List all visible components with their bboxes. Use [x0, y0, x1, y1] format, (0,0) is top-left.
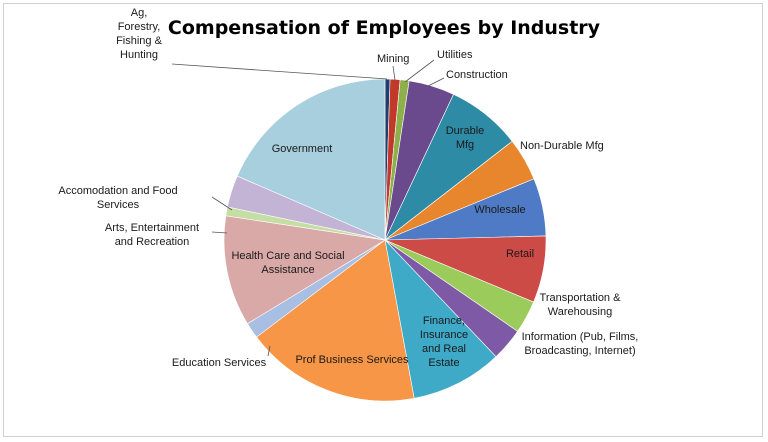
label-retail: Retail: [506, 248, 534, 260]
label-accom: Accomodation and Food Services: [58, 185, 177, 211]
label-wholesale: Wholesale: [474, 204, 525, 216]
leader-line-ag: [171, 63, 388, 80]
slice-labels: Ag, Forestry, Fishing & Hunting Mining Util…: [58, 7, 638, 369]
label-construction: Construction: [446, 69, 508, 81]
leader-line-education: [267, 345, 271, 357]
label-transport: Transportation & Warehousing: [540, 292, 622, 318]
label-nondurable: Non-Durable Mfg: [520, 140, 604, 152]
pie-slices: [223, 78, 547, 402]
label-government: Government: [272, 143, 333, 155]
label-health: Health Care and Social Assistance: [231, 250, 344, 276]
leader-line-utilities: [404, 59, 435, 83]
chart-title: Compensation of Employees by Industry: [168, 17, 601, 39]
label-ag: Ag, Forestry, Fishing & Hunting: [116, 7, 163, 61]
label-prof: Prof Business Services: [295, 354, 409, 366]
pie-slice-10: [384, 239, 497, 399]
leader-line-mining: [392, 65, 396, 81]
pie-slice-13: [223, 215, 386, 325]
label-finance: Finance, Insurance and Real Estate: [420, 315, 468, 369]
label-mining: Mining: [377, 53, 409, 65]
label-arts: Arts, Entertainment and Recreation: [105, 222, 199, 248]
leader-lines: [171, 59, 445, 357]
pie-slice-11: [256, 239, 415, 402]
label-durable: Durable Mfg: [446, 125, 485, 151]
label-information: Information (Pub, Films, Broadcasting, In…: [522, 331, 639, 357]
pie-slice-16: [236, 78, 386, 241]
label-utilities: Utilities: [437, 49, 473, 61]
leader-line-arts: [211, 231, 228, 234]
leader-line-accom: [211, 196, 233, 211]
leader-line-construction: [427, 77, 445, 87]
label-education: Education Services: [172, 357, 267, 369]
